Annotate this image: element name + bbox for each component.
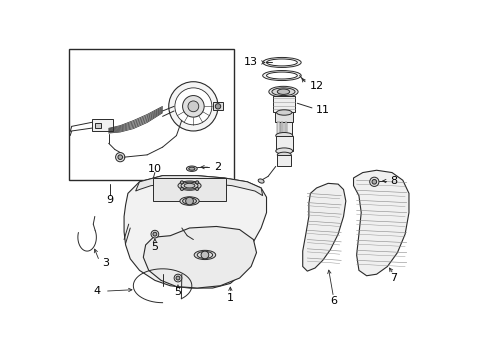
Polygon shape — [354, 170, 409, 276]
Text: 5: 5 — [151, 242, 158, 252]
Circle shape — [370, 177, 379, 186]
Bar — [276, 122, 292, 136]
Text: 9: 9 — [107, 194, 114, 204]
Circle shape — [169, 82, 218, 131]
Bar — [277, 155, 291, 166]
Bar — [277, 122, 280, 136]
Ellipse shape — [187, 166, 197, 171]
Ellipse shape — [258, 179, 264, 183]
Text: 1: 1 — [227, 293, 234, 303]
Polygon shape — [303, 183, 346, 271]
Ellipse shape — [189, 167, 195, 170]
Circle shape — [151, 230, 159, 238]
Ellipse shape — [197, 252, 213, 258]
Ellipse shape — [272, 88, 295, 95]
Ellipse shape — [267, 72, 297, 79]
Circle shape — [118, 155, 122, 159]
Ellipse shape — [267, 59, 297, 66]
Bar — [276, 136, 293, 151]
Bar — [285, 122, 287, 136]
Ellipse shape — [184, 183, 195, 188]
Circle shape — [116, 153, 125, 162]
Bar — [275, 112, 294, 122]
Text: 11: 11 — [316, 105, 330, 115]
Text: 3: 3 — [102, 258, 110, 269]
Ellipse shape — [276, 148, 293, 154]
Ellipse shape — [183, 198, 196, 204]
Text: 12: 12 — [310, 81, 324, 91]
Circle shape — [180, 187, 183, 190]
Ellipse shape — [263, 58, 301, 67]
Circle shape — [175, 88, 212, 125]
Bar — [69, 49, 234, 180]
Circle shape — [201, 251, 209, 259]
Ellipse shape — [276, 132, 293, 139]
Ellipse shape — [178, 181, 201, 190]
Text: 8: 8 — [391, 176, 397, 186]
Circle shape — [215, 104, 221, 109]
Ellipse shape — [277, 89, 290, 94]
Ellipse shape — [276, 110, 292, 115]
Circle shape — [153, 232, 157, 236]
Circle shape — [188, 101, 199, 112]
Ellipse shape — [277, 152, 291, 158]
Bar — [281, 122, 283, 136]
Bar — [273, 95, 295, 112]
Text: 6: 6 — [330, 296, 337, 306]
Text: 7: 7 — [390, 273, 397, 283]
Polygon shape — [143, 226, 257, 288]
Bar — [92, 119, 113, 131]
Circle shape — [196, 187, 198, 190]
Bar — [153, 178, 226, 201]
Circle shape — [174, 274, 182, 282]
Text: 10: 10 — [148, 164, 162, 174]
Text: 2: 2 — [214, 162, 221, 172]
Ellipse shape — [180, 197, 199, 205]
Ellipse shape — [149, 182, 157, 186]
Bar — [213, 103, 223, 110]
Text: 5: 5 — [174, 287, 181, 297]
Ellipse shape — [194, 250, 216, 260]
Circle shape — [183, 95, 204, 117]
Ellipse shape — [147, 181, 160, 188]
Text: 4: 4 — [94, 286, 101, 296]
Circle shape — [186, 197, 194, 205]
Polygon shape — [136, 176, 263, 195]
Bar — [95, 123, 101, 128]
Circle shape — [372, 180, 377, 184]
Circle shape — [180, 181, 183, 184]
Ellipse shape — [181, 182, 198, 189]
Ellipse shape — [263, 71, 301, 81]
Circle shape — [176, 276, 180, 280]
Ellipse shape — [269, 86, 298, 97]
Text: 13: 13 — [244, 58, 258, 67]
Circle shape — [196, 181, 198, 184]
Polygon shape — [124, 176, 267, 288]
